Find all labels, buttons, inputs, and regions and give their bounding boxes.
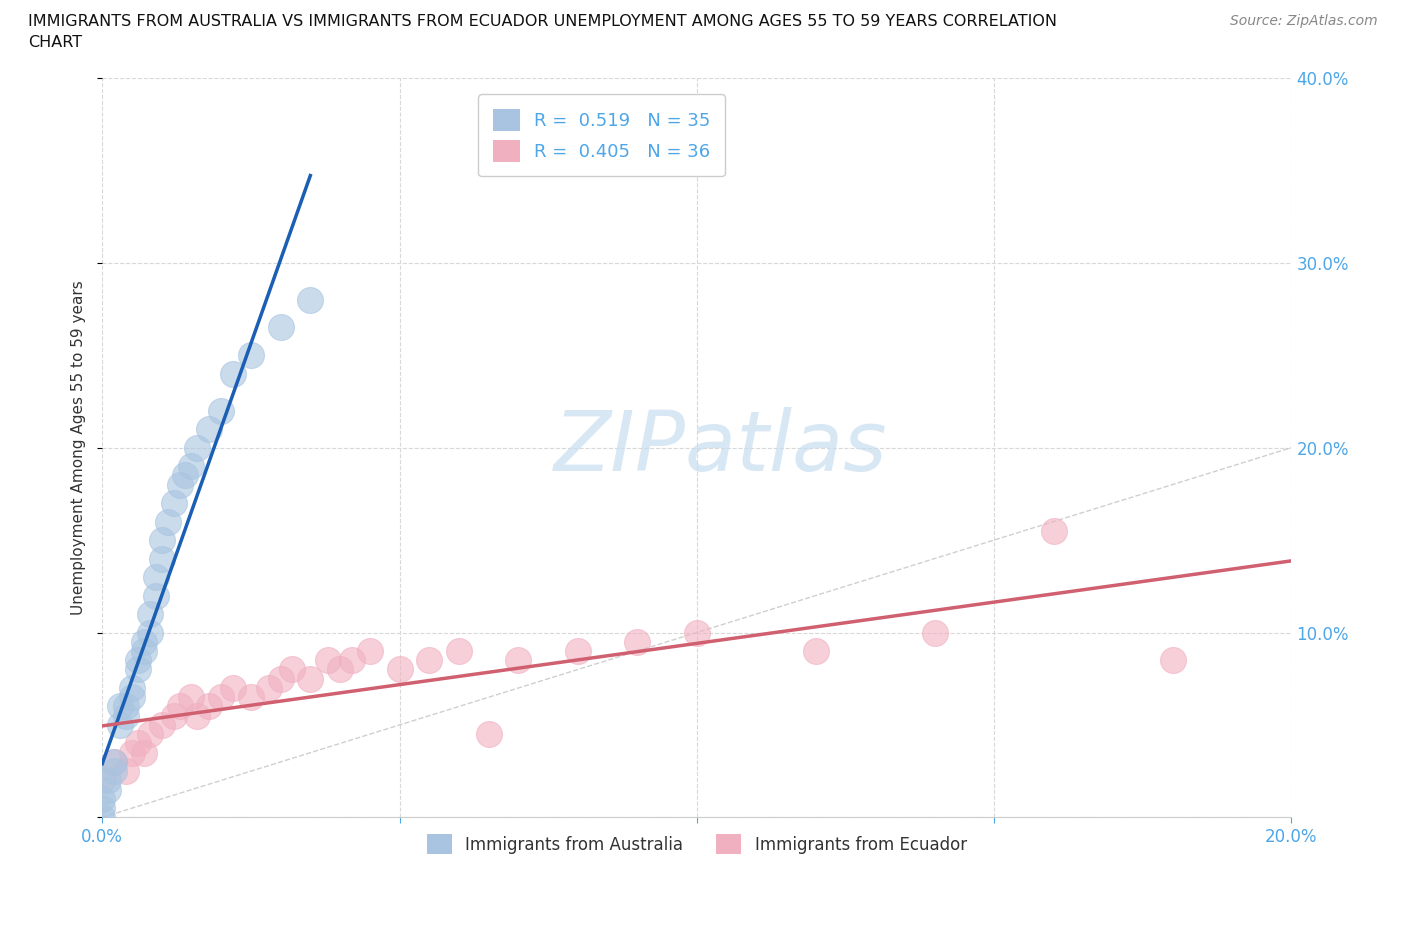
- Point: [121, 681, 143, 696]
- Point: [139, 625, 162, 640]
- Point: [169, 699, 191, 714]
- Point: [1042, 524, 1064, 538]
- Point: [924, 625, 946, 640]
- Point: [132, 634, 155, 649]
- Point: [108, 718, 131, 733]
- Point: [169, 477, 191, 492]
- Point: [186, 709, 208, 724]
- Point: [222, 681, 245, 696]
- Point: [299, 292, 322, 307]
- Point: [115, 764, 138, 778]
- Text: IMMIGRANTS FROM AUSTRALIA VS IMMIGRANTS FROM ECUADOR UNEMPLOYMENT AMONG AGES 55 : IMMIGRANTS FROM AUSTRALIA VS IMMIGRANTS …: [28, 14, 1057, 29]
- Point: [270, 320, 292, 335]
- Point: [162, 496, 184, 511]
- Point: [1161, 653, 1184, 668]
- Point: [150, 551, 173, 566]
- Point: [281, 662, 304, 677]
- Point: [359, 644, 381, 658]
- Point: [567, 644, 589, 658]
- Point: [108, 699, 131, 714]
- Point: [156, 514, 179, 529]
- Point: [127, 736, 149, 751]
- Text: ZIPatlas: ZIPatlas: [554, 407, 887, 488]
- Point: [209, 404, 232, 418]
- Y-axis label: Unemployment Among Ages 55 to 59 years: Unemployment Among Ages 55 to 59 years: [72, 280, 86, 615]
- Point: [418, 653, 440, 668]
- Point: [150, 718, 173, 733]
- Point: [97, 773, 120, 788]
- Point: [329, 662, 352, 677]
- Point: [139, 606, 162, 621]
- Point: [804, 644, 827, 658]
- Point: [270, 671, 292, 686]
- Point: [340, 653, 363, 668]
- Point: [686, 625, 709, 640]
- Text: Source: ZipAtlas.com: Source: ZipAtlas.com: [1230, 14, 1378, 28]
- Point: [316, 653, 339, 668]
- Point: [127, 653, 149, 668]
- Point: [447, 644, 470, 658]
- Text: CHART: CHART: [28, 35, 82, 50]
- Point: [127, 662, 149, 677]
- Point: [478, 726, 501, 741]
- Point: [145, 569, 167, 584]
- Point: [180, 458, 202, 473]
- Point: [103, 764, 125, 778]
- Point: [103, 754, 125, 769]
- Point: [388, 662, 411, 677]
- Point: [115, 709, 138, 724]
- Point: [97, 782, 120, 797]
- Point: [198, 421, 221, 436]
- Point: [239, 348, 262, 363]
- Point: [91, 810, 114, 825]
- Point: [162, 709, 184, 724]
- Point: [222, 366, 245, 381]
- Point: [91, 791, 114, 806]
- Point: [209, 690, 232, 705]
- Point: [508, 653, 530, 668]
- Point: [132, 644, 155, 658]
- Point: [132, 745, 155, 760]
- Point: [139, 726, 162, 741]
- Point: [103, 754, 125, 769]
- Point: [299, 671, 322, 686]
- Point: [186, 440, 208, 455]
- Point: [115, 699, 138, 714]
- Point: [257, 681, 280, 696]
- Point: [626, 634, 648, 649]
- Point: [121, 745, 143, 760]
- Point: [91, 801, 114, 816]
- Point: [174, 468, 197, 483]
- Point: [239, 690, 262, 705]
- Point: [91, 773, 114, 788]
- Point: [198, 699, 221, 714]
- Point: [150, 533, 173, 548]
- Point: [145, 588, 167, 603]
- Point: [121, 690, 143, 705]
- Legend: Immigrants from Australia, Immigrants from Ecuador: Immigrants from Australia, Immigrants fr…: [420, 827, 973, 861]
- Point: [180, 690, 202, 705]
